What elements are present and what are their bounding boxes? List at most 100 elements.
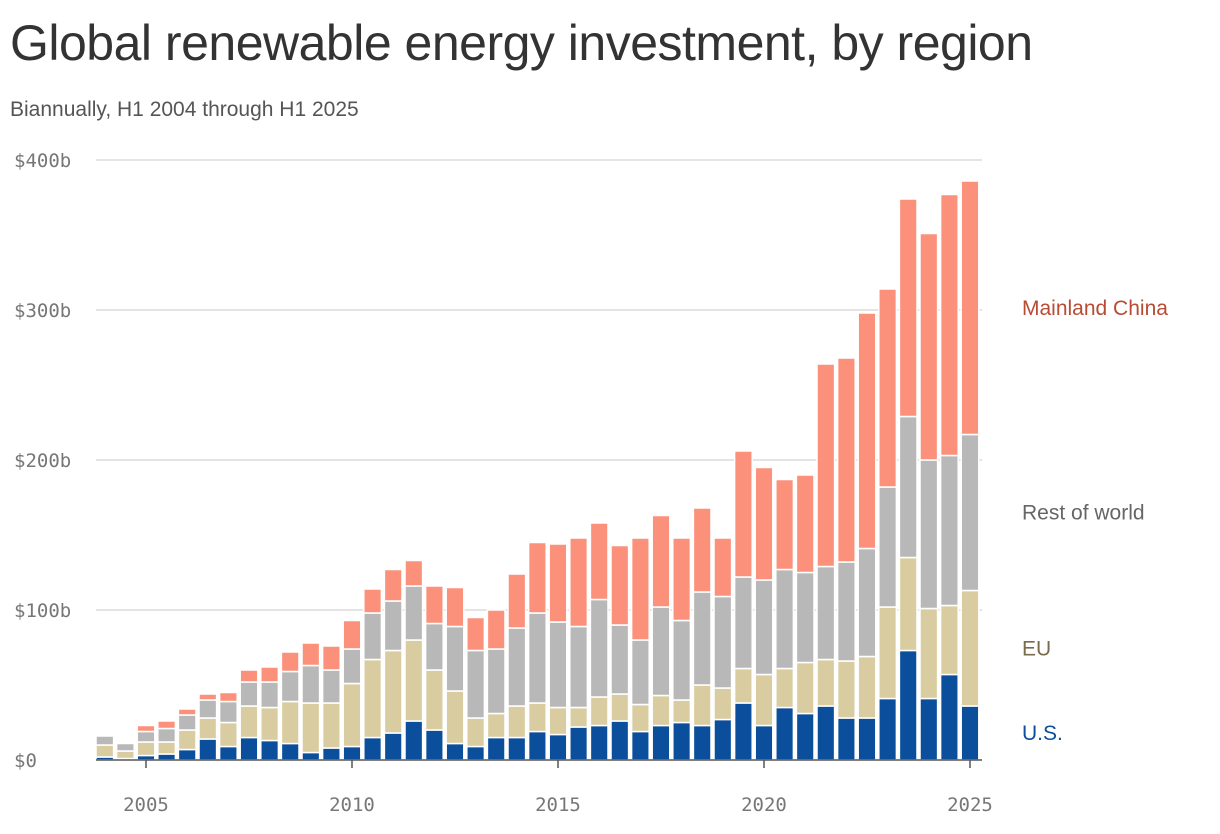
- bar-segment: H1 2019 Mainland China: 39: [713, 537, 733, 598]
- bar-segment: H1 2018 U.S.: 25: [672, 721, 692, 761]
- bar-segment: H1 2014 Mainland China: 36: [507, 573, 527, 629]
- bar-segment: H2 2014 Rest of world: 60: [527, 612, 547, 704]
- bar-segment: H1 2023 Rest of world: 80: [878, 486, 898, 608]
- bar-segment: H2 2022 U.S.: 28: [857, 717, 877, 761]
- bar-segment: H1 2010 Mainland China: 19: [342, 619, 362, 650]
- bar-segment: H2 2007 Rest of world: 16: [239, 681, 259, 707]
- bar-segment: H2 2015 Rest of world: 54: [569, 625, 589, 709]
- bar-segment: H1 2011 U.S.: 18: [383, 732, 403, 761]
- bar-segment: H2 2023 Mainland China: 145: [898, 198, 918, 418]
- bar-segment: H1 2014 EU: 21: [507, 705, 527, 739]
- bar-segment: H1 2007 EU: 16: [218, 721, 238, 748]
- bar-segment: H1 2006 U.S.: 7: [177, 748, 197, 761]
- bar-segment: H2 2020 EU: 26: [775, 667, 795, 709]
- bar-segment: H2 2011 EU: 54: [404, 639, 424, 722]
- bar-segment: H1 2020 EU: 34: [754, 673, 774, 727]
- x-tick-label: 2020: [741, 794, 787, 816]
- bar-segment: H2 2009 Mainland China: 16: [321, 645, 341, 671]
- bar-segment: H1 2019 EU: 21: [713, 687, 733, 721]
- bar-segment: H1 2013 Mainland China: 22: [466, 616, 486, 652]
- bar-segment: H1 2014 U.S.: 15: [507, 736, 527, 761]
- bar-segment: H2 2023 U.S.: 73: [898, 649, 918, 761]
- bar-segment: H2 2018 U.S.: 23: [692, 724, 712, 761]
- bar-segment: H1 2009 U.S.: 5: [301, 751, 321, 761]
- bar-segment: H1 2006 Mainland China: 4: [177, 708, 197, 716]
- x-tick-label: 2025: [947, 794, 993, 816]
- bar-segment: H1 2012 EU: 40: [424, 669, 444, 731]
- bar-segment: H1 2015 U.S.: 17: [548, 733, 568, 761]
- bar-segment: H2 2013 Mainland China: 26: [486, 609, 506, 650]
- bar-segment: H1 2012 U.S.: 20: [424, 729, 444, 761]
- x-axis: 2005 2010 2015 2020 2025: [96, 759, 993, 816]
- chart-title: Global renewable energy investment, by r…: [10, 15, 1033, 71]
- bar-segment: H2 2016 Mainland China: 53: [610, 544, 630, 626]
- bar-segment: H2 2006 Mainland China: 4: [198, 693, 218, 701]
- bar-segment: H1 2008 EU: 22: [260, 706, 280, 742]
- bar-segment: H1 2009 Rest of world: 25: [301, 664, 321, 704]
- bar-segment: H2 2019 Mainland China: 84: [733, 450, 753, 578]
- bar-segment: H2 2008 Rest of world: 20: [280, 670, 300, 703]
- bar-segment: H2 2024 U.S.: 57: [939, 673, 959, 761]
- bar-segment: H2 2022 Rest of world: 72: [857, 547, 877, 658]
- bar-segment: H2 2010 Rest of world: 31: [363, 612, 383, 661]
- bar-segment: H1 2005 EU: 9: [136, 741, 156, 757]
- bar-segment: H2 2006 Rest of world: 12: [198, 699, 218, 719]
- bar-segment: H2 2009 Rest of world: 22: [321, 669, 341, 704]
- bar-segment: H1 2004 Rest of world: 6: [95, 735, 115, 746]
- y-tick-label: $300b: [14, 300, 71, 322]
- y-tick-label: $400b: [14, 150, 71, 172]
- bar-segment: H2 2014 EU: 19: [527, 702, 547, 733]
- bar-segment: H1 2025 Mainland China: 169: [960, 180, 980, 436]
- bar-segment: H2 2017 EU: 20: [651, 694, 671, 727]
- bar-segment: H2 2019 Rest of world: 61: [733, 576, 753, 670]
- bar-segment: H2 2019 EU: 23: [733, 667, 753, 704]
- bar-segment: H2 2011 Rest of world: 36: [404, 585, 424, 641]
- bar-segment: H1 2013 U.S.: 9: [466, 745, 486, 761]
- bar-segment: H1 2008 Rest of world: 17: [260, 681, 280, 709]
- bar-segment: H2 2009 EU: 30: [321, 702, 341, 749]
- bar-segment: H2 2018 Rest of world: 62: [692, 591, 712, 686]
- bar-segment: H2 2007 EU: 21: [239, 705, 259, 739]
- bar-segment: H2 2014 Mainland China: 47: [527, 541, 547, 614]
- bar-segment: H1 2022 Mainland China: 136: [836, 357, 856, 563]
- bar-segment: H2 2004 EU: 5: [115, 750, 135, 760]
- y-axis-labels: $0 $100b $200b $300b $400b: [14, 150, 71, 772]
- bar-segment: H2 2013 Rest of world: 43: [486, 648, 506, 715]
- bar-segment: H2 2012 Mainland China: 26: [445, 586, 465, 628]
- bar-segment: H1 2024 Mainland China: 151: [919, 232, 939, 461]
- bar-segment: H2 2012 U.S.: 11: [445, 742, 465, 761]
- bar-segment: H2 2020 Mainland China: 60: [775, 478, 795, 571]
- bar-segment: H1 2012 Mainland China: 25: [424, 585, 444, 625]
- bar-segment: H2 2014 U.S.: 19: [527, 730, 547, 761]
- bar-segment: H2 2007 U.S.: 15: [239, 736, 259, 761]
- bar-segment: H1 2008 U.S.: 13: [260, 739, 280, 761]
- bar-segment: H2 2010 Mainland China: 16: [363, 588, 383, 614]
- bar-segment: H1 2020 Mainland China: 75: [754, 466, 774, 581]
- bar-segment: H1 2010 EU: 42: [342, 682, 362, 748]
- bar-segment: H2 2022 EU: 41: [857, 655, 877, 719]
- bar-segment: H2 2012 EU: 35: [445, 690, 465, 745]
- bar-segment: H2 2024 Rest of world: 100: [939, 454, 959, 607]
- bar-segment: H2 2015 U.S.: 22: [569, 726, 589, 761]
- bar-segment: H2 2010 U.S.: 15: [363, 736, 383, 761]
- bar-segment: H1 2022 EU: 38: [836, 660, 856, 719]
- bar-segment: H1 2017 U.S.: 19: [630, 730, 650, 761]
- bar-segment: H1 2021 Mainland China: 65: [795, 474, 815, 574]
- bar-segment: H2 2018 EU: 27: [692, 684, 712, 727]
- bar-segment: H1 2019 Rest of world: 61: [713, 595, 733, 689]
- bar-segment: H1 2012 Rest of world: 31: [424, 622, 444, 671]
- bar-segment: H1 2023 Mainland China: 132: [878, 288, 898, 488]
- bar-segment: H2 2013 U.S.: 15: [486, 736, 506, 761]
- bar-segment: H2 2006 U.S.: 14: [198, 738, 218, 761]
- bar-segment: H1 2024 Rest of world: 99: [919, 459, 939, 610]
- bar-segment: H2 2022 Mainland China: 157: [857, 312, 877, 550]
- bar-segment: H2 2004 Rest of world: 5: [115, 742, 135, 752]
- bar-segment: H1 2019 U.S.: 27: [713, 718, 733, 761]
- bar-segment: H1 2013 EU: 19: [466, 717, 486, 748]
- bar-segment: H2 2021 Rest of world: 62: [816, 565, 836, 661]
- bar-segment: H1 2009 EU: 33: [301, 702, 321, 754]
- bar-segment: H2 2021 U.S.: 36: [816, 705, 836, 761]
- bar-segment: H1 2020 U.S.: 23: [754, 724, 774, 761]
- bar-segment: H1 2016 EU: 19: [589, 696, 609, 727]
